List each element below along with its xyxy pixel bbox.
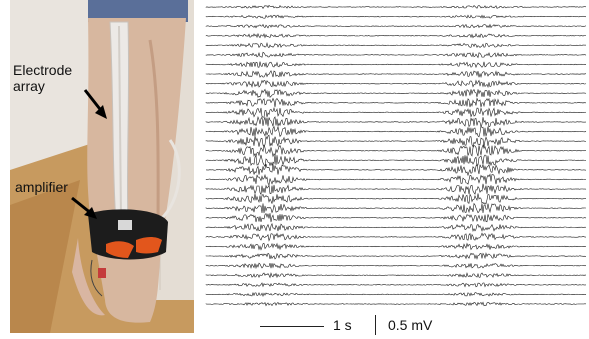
emg-channel-trace xyxy=(205,242,587,251)
emg-channel-trace xyxy=(205,14,587,19)
emg-channel-trace xyxy=(205,144,587,158)
emg-channel-trace xyxy=(205,41,587,49)
emg-channel-trace xyxy=(205,282,587,288)
amplifier-label: amplifier xyxy=(15,179,68,195)
emg-channel-trace xyxy=(205,173,587,186)
emg-channel-trace xyxy=(205,106,587,118)
emg-channel-trace xyxy=(205,32,587,39)
emg-channel-trace xyxy=(205,292,587,298)
emg-channel-trace xyxy=(206,163,587,177)
emg-channel-trace xyxy=(205,202,586,214)
scale-bar: 1 s 0.5 mV xyxy=(250,313,500,337)
emg-channel-trace xyxy=(205,125,587,138)
emg-channel-trace xyxy=(205,97,587,108)
emg-channel-trace xyxy=(205,272,587,279)
emg-channel-trace xyxy=(205,88,587,98)
emg-channel-trace xyxy=(205,116,586,128)
emg-channel-trace xyxy=(205,61,587,69)
emg-channel-trace xyxy=(205,252,587,260)
emg-channel-trace xyxy=(205,232,586,242)
emg-channel-trace xyxy=(205,301,587,307)
time-scale-line xyxy=(260,326,324,327)
emg-channel-trace xyxy=(205,193,587,205)
emg-channel-trace xyxy=(205,4,587,9)
emg-channel-trace xyxy=(205,134,587,148)
emg-channel-trace xyxy=(205,154,587,168)
emg-channel-trace xyxy=(205,23,587,29)
electrode-array-label: Electrode array xyxy=(13,62,73,94)
emg-channel-trace xyxy=(205,51,587,59)
leg-photo xyxy=(10,0,194,333)
amplitude-scale-label: 0.5 mV xyxy=(388,317,433,333)
amplitude-scale-line xyxy=(375,315,376,335)
emg-channel-trace xyxy=(205,262,587,270)
emg-channel-trace xyxy=(205,183,587,196)
emg-channel-trace xyxy=(205,213,587,223)
emg-channel-trace xyxy=(205,70,587,78)
time-scale-label: 1 s xyxy=(333,317,352,333)
emg-traces-panel xyxy=(200,0,589,320)
emg-channel-trace xyxy=(205,79,587,89)
emg-channel-trace xyxy=(205,222,587,233)
